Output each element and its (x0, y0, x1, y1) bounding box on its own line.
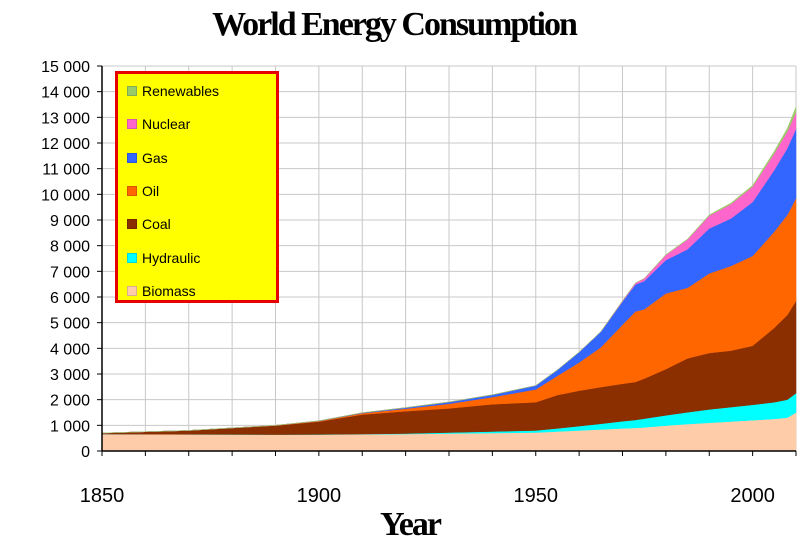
legend-item-hydraulic: Hydraulic (127, 250, 200, 266)
y-tick-label: 0 (81, 444, 90, 461)
legend-label: Biomass (142, 282, 196, 299)
legend-swatch (127, 185, 137, 196)
area-renewables (101, 106, 797, 434)
y-tick-labels: 0 1 000 2 000 3 000 4 000 5 000 6 000 7 000 8 00… (41, 59, 90, 461)
y-tick-label: 7 000 (50, 264, 90, 281)
legend-item-biomass: Biomass (127, 283, 196, 299)
x-tick-label: 1850 (80, 485, 125, 507)
y-tick-label: 15 000 (41, 59, 90, 76)
legend-label: Hydraulic (142, 249, 201, 266)
area-series (101, 106, 797, 452)
legend-label: Oil (142, 182, 160, 199)
legend-swatch (127, 252, 137, 263)
legend-label: Coal (142, 216, 171, 233)
legend-item-nuclear: Nuclear (127, 116, 190, 132)
legend-item-gas: Gas (127, 150, 168, 166)
legend-swatch (127, 152, 137, 163)
legend-swatch (127, 119, 137, 130)
legend-swatch (127, 86, 137, 96)
x-tick-label: 1900 (297, 485, 342, 507)
legend-item-oil: Oil (127, 183, 159, 199)
x-tick-label: 1950 (514, 485, 559, 507)
y-tick-label: 3 000 (50, 367, 90, 384)
chart-title: World Energy Consumption (212, 6, 578, 43)
legend-swatch (127, 219, 137, 230)
y-tick-label: 11 000 (42, 162, 90, 179)
y-tick-label: 5 000 (50, 316, 90, 333)
y-tick-label: 13 000 (41, 110, 90, 127)
legend-item-renewables: Renewables (127, 83, 219, 99)
y-tick-label: 4 000 (50, 341, 90, 358)
legend-label: Nuclear (142, 116, 191, 133)
y-tick-label: 14 000 (41, 85, 90, 102)
x-axis-label: Year (380, 506, 442, 543)
axes (97, 65, 797, 456)
y-tick-label: 2 000 (50, 393, 90, 410)
legend: Renewables Nuclear Gas Oil Coal Hydraulic Biom… (115, 71, 279, 303)
y-tick-label: 1 000 (50, 418, 90, 435)
x-tick-labels: 1850 1900 1950 2000 (80, 485, 775, 507)
x-tick-label: 2000 (730, 485, 775, 507)
legend-label: Gas (142, 149, 168, 166)
y-tick-label: 8 000 (50, 239, 90, 256)
y-tick-label: 12 000 (41, 136, 90, 153)
legend-label: Renewables (142, 83, 220, 99)
legend-item-coal: Coal (127, 216, 171, 232)
y-tick-label: 10 000 (41, 187, 90, 204)
y-tick-label: 6 000 (50, 290, 90, 307)
legend-swatch (127, 285, 137, 296)
y-tick-label: 9 000 (50, 213, 90, 230)
